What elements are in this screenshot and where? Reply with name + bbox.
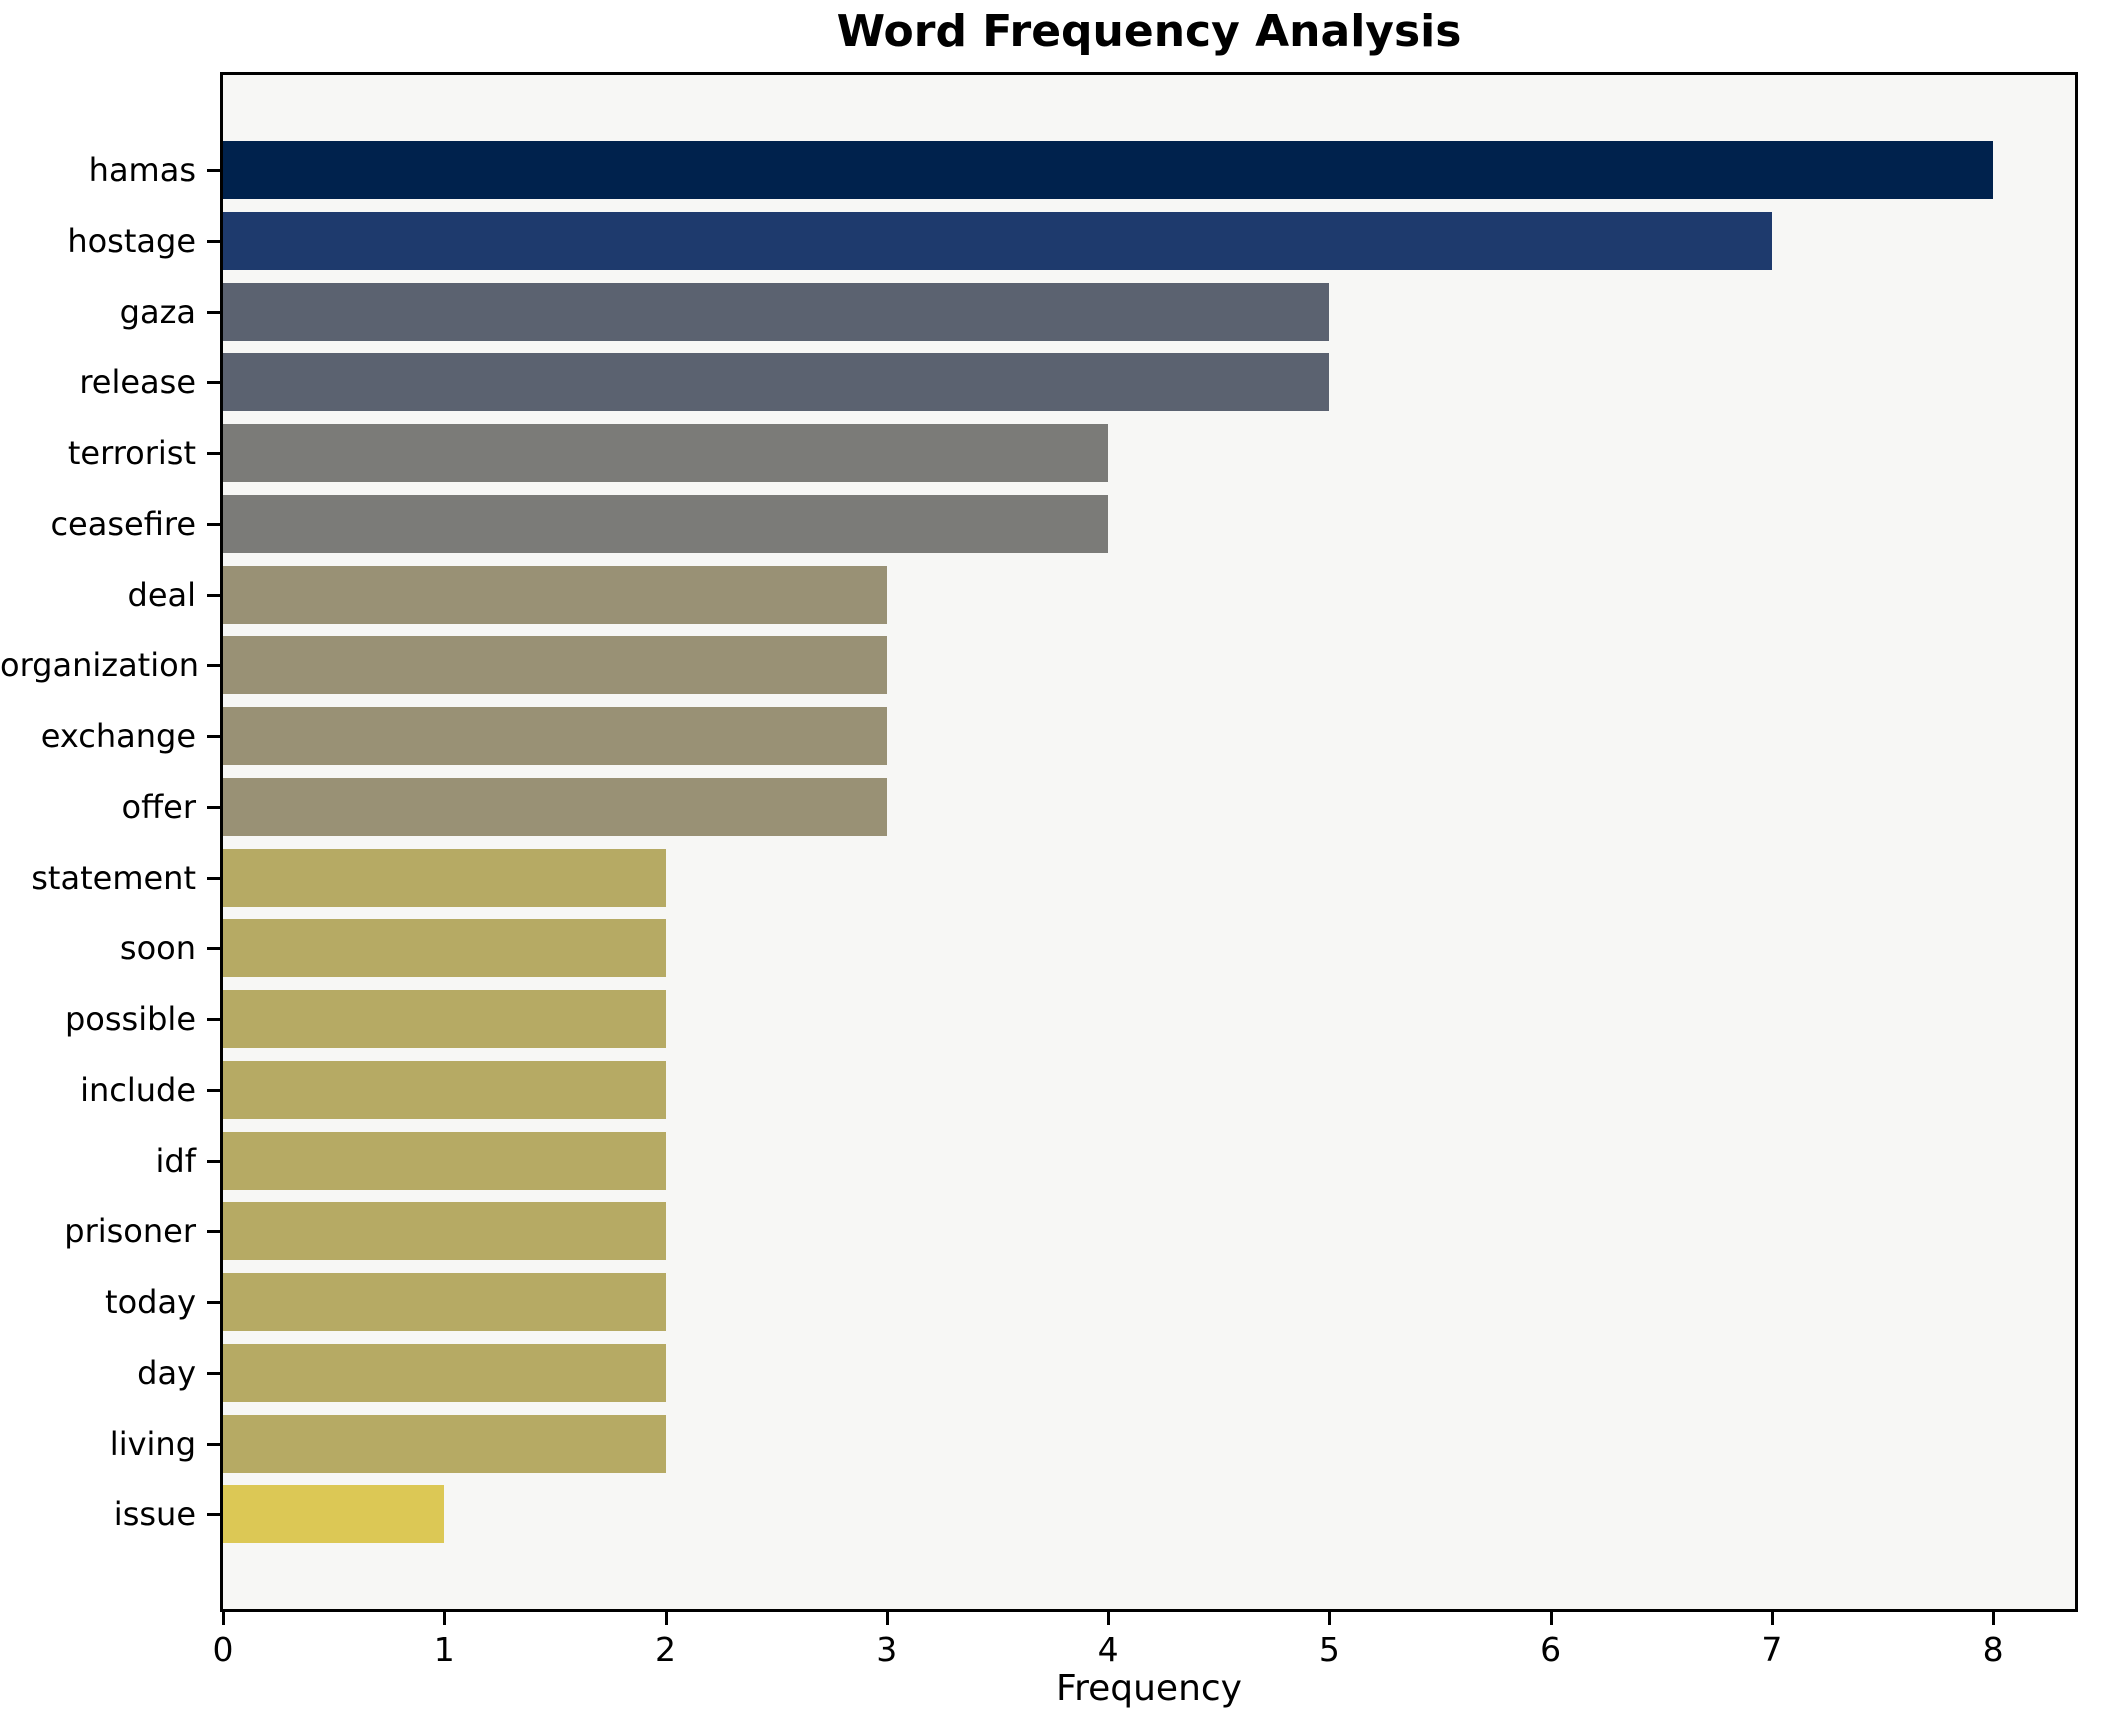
- bar-living: [223, 1414, 666, 1473]
- bar-terrorist: [223, 424, 1108, 482]
- bar-idf: [223, 1131, 666, 1190]
- y-tick-label: statement: [31, 858, 196, 897]
- bar-exchange: [223, 707, 887, 765]
- y-tick-mark: [207, 947, 220, 951]
- y-tick-mark: [207, 239, 220, 243]
- y-tick-mark: [207, 1371, 220, 1375]
- x-tick-label: 2: [655, 1630, 677, 1669]
- bar-release: [223, 353, 1329, 412]
- x-tick-mark: [1107, 1612, 1111, 1625]
- y-tick-mark: [207, 664, 220, 668]
- y-tick-mark: [207, 381, 220, 385]
- y-tick-label: issue: [113, 1495, 196, 1534]
- bar-issue: [223, 1485, 444, 1544]
- y-tick-mark: [207, 735, 220, 738]
- y-tick-label: possible: [64, 1000, 196, 1038]
- chart-title: Word Frequency Analysis: [836, 6, 1462, 57]
- y-tick-label: organization: [0, 646, 199, 685]
- y-tick-mark: [207, 522, 220, 526]
- x-tick-label: 6: [1540, 1630, 1562, 1669]
- y-tick-label: living: [109, 1424, 196, 1463]
- y-tick-mark: [207, 1230, 220, 1234]
- y-tick-label: hamas: [88, 151, 196, 189]
- y-tick-label: ceasefire: [50, 504, 196, 543]
- y-tick-mark: [207, 452, 220, 455]
- y-tick-mark: [207, 593, 220, 597]
- bar-include: [223, 1060, 666, 1119]
- x-tick-label: 8: [1982, 1630, 2004, 1669]
- plot-area: [220, 72, 2078, 1612]
- y-tick-label: prisoner: [64, 1212, 196, 1251]
- y-tick-label: deal: [127, 575, 197, 614]
- y-tick-label: idf: [155, 1141, 196, 1180]
- x-tick-label: 1: [433, 1630, 455, 1669]
- bar-ceasefire: [223, 494, 1108, 553]
- y-tick-label: today: [105, 1283, 196, 1321]
- x-tick-mark: [222, 1612, 225, 1625]
- y-tick-label: include: [80, 1070, 196, 1109]
- y-tick-label: day: [137, 1353, 196, 1392]
- y-tick-label: release: [79, 363, 196, 402]
- bar-soon: [223, 919, 666, 978]
- x-tick-label: 5: [1318, 1630, 1340, 1669]
- y-tick-label: soon: [119, 929, 196, 968]
- x-tick-label: 7: [1761, 1630, 1783, 1669]
- y-tick-mark: [207, 1442, 220, 1446]
- y-tick-mark: [207, 1159, 220, 1163]
- bar-statement: [223, 848, 666, 907]
- y-tick-label: gaza: [119, 292, 196, 331]
- y-tick-label: hostage: [67, 221, 196, 260]
- y-tick-mark: [207, 1088, 220, 1092]
- x-tick-label: 3: [876, 1630, 898, 1669]
- y-tick-label: exchange: [40, 717, 196, 755]
- y-tick-mark: [207, 1513, 220, 1517]
- x-tick-mark: [664, 1612, 668, 1625]
- bar-day: [223, 1343, 666, 1402]
- bar-today: [223, 1273, 666, 1331]
- x-axis-label: Frequency: [1056, 1668, 1242, 1709]
- x-tick-mark: [1992, 1612, 1996, 1625]
- y-tick-mark: [207, 876, 220, 880]
- bar-offer: [223, 777, 887, 836]
- x-tick-mark: [1328, 1612, 1332, 1625]
- bar-organization: [223, 636, 887, 695]
- bar-deal: [223, 565, 887, 624]
- y-tick-mark: [207, 1301, 220, 1304]
- x-tick-label: 0: [212, 1630, 234, 1669]
- bar-hostage: [223, 211, 1772, 270]
- x-tick-mark: [1770, 1612, 1774, 1625]
- bar-gaza: [223, 282, 1329, 341]
- bar-possible: [223, 990, 666, 1048]
- y-tick-label: terrorist: [67, 434, 196, 472]
- y-tick-mark: [207, 805, 220, 809]
- y-tick-mark: [207, 1018, 220, 1021]
- x-tick-label: 4: [1097, 1630, 1119, 1669]
- bar-hamas: [223, 141, 1993, 199]
- y-tick-label: offer: [121, 787, 196, 826]
- x-tick-mark: [1549, 1612, 1553, 1625]
- y-tick-mark: [207, 310, 220, 314]
- bar-prisoner: [223, 1202, 666, 1261]
- x-tick-mark: [885, 1612, 889, 1625]
- y-tick-mark: [207, 169, 220, 172]
- x-tick-mark: [443, 1612, 447, 1625]
